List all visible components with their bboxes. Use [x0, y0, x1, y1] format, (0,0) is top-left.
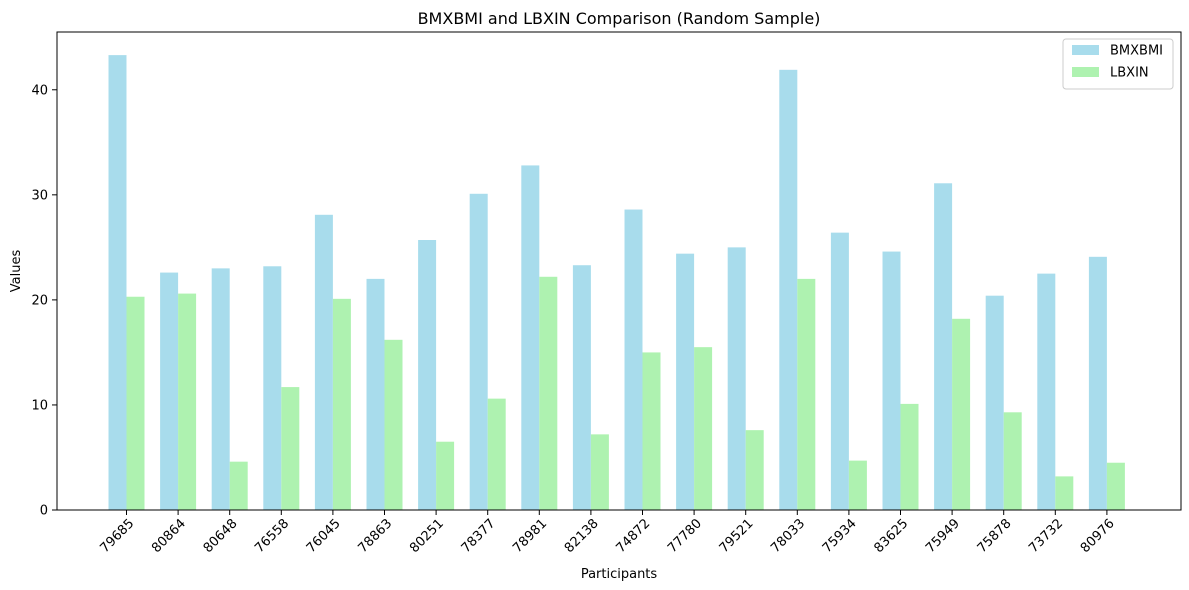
bar-bmxbmi-79521: [727, 247, 746, 510]
bar-bmxbmi-75949: [934, 183, 953, 510]
x-tick-label: 79521: [717, 516, 757, 556]
y-tick-label: 0: [40, 504, 48, 519]
x-tick-label: 78033: [768, 516, 808, 556]
bar-bmxbmi-77780: [676, 253, 695, 510]
y-tick-label: 10: [31, 398, 48, 413]
x-tick-label: 82138: [562, 516, 602, 556]
x-tick-label: 74872: [613, 516, 653, 556]
bar-bmxbmi-80976: [1088, 256, 1107, 510]
bar-lbxin-76558: [281, 387, 300, 510]
bar-bmxbmi-75934: [830, 232, 849, 510]
bar-lbxin-73732: [1055, 476, 1074, 510]
bar-bmxbmi-75878: [985, 295, 1004, 510]
x-tick-label: 80648: [201, 516, 241, 556]
chart-title: BMXBMI and LBXIN Comparison (Random Samp…: [418, 9, 821, 28]
bar-lbxin-75949: [952, 318, 971, 510]
legend-label-bmxbmi: BMXBMI: [1110, 44, 1163, 59]
bar-lbxin-80251: [436, 441, 455, 510]
x-tick-label: 75878: [975, 516, 1015, 556]
bar-bmxbmi-82138: [572, 265, 591, 510]
bar-bmxbmi-78863: [366, 278, 385, 510]
legend-swatch-lbxin: [1072, 67, 1099, 77]
bar-lbxin-79685: [126, 296, 145, 510]
legend-label-lbxin: LBXIN: [1110, 66, 1149, 81]
y-axis-label: Values: [9, 250, 24, 293]
legend-swatch-bmxbmi: [1072, 45, 1099, 55]
bar-lbxin-76045: [332, 298, 351, 510]
x-tick-label: 79685: [97, 516, 137, 556]
x-tick-label: 80251: [407, 516, 447, 556]
bar-lbxin-78033: [797, 278, 816, 510]
bar-bmxbmi-78377: [469, 193, 488, 511]
bar-bmxbmi-76558: [263, 266, 282, 510]
x-axis: 79685 80864 80648 76558 76045 78863 80251 78377…: [97, 510, 1118, 556]
bar-bmxbmi-80251: [418, 240, 437, 510]
x-tick-label: 78863: [355, 516, 395, 556]
x-tick-label: 76045: [304, 516, 344, 556]
bar-lbxin-77780: [694, 347, 713, 510]
bar-bmxbmi-83625: [882, 251, 901, 511]
y-tick-label: 20: [31, 293, 48, 308]
bar-lbxin-78863: [384, 339, 403, 510]
bar-bmxbmi-80864: [160, 272, 179, 510]
bar-lbxin-78377: [487, 398, 506, 510]
x-tick-label: 83625: [871, 516, 911, 556]
legend: BMXBMI LBXIN: [1062, 38, 1174, 90]
bar-bmxbmi-74872: [624, 209, 643, 511]
bar-lbxin-83625: [900, 403, 919, 510]
bar-lbxin-80648: [229, 461, 248, 510]
y-tick-label: 30: [31, 188, 48, 203]
x-tick-label: 73732: [1026, 516, 1066, 556]
x-tick-label: 76558: [252, 516, 292, 556]
bar-bmxbmi-80648: [211, 268, 230, 510]
x-tick-label: 75934: [820, 516, 860, 556]
plot-frame: [56, 31, 1182, 511]
bar-lbxin-74872: [642, 352, 661, 510]
x-tick-label: 78377: [459, 516, 499, 556]
x-tick-label: 77780: [665, 516, 705, 556]
bar-bmxbmi-78033: [779, 69, 798, 511]
bar-bmxbmi-78981: [521, 165, 540, 510]
bar-lbxin-75878: [1003, 412, 1022, 510]
bar-bmxbmi-76045: [314, 214, 333, 511]
bar-lbxin-79521: [745, 430, 764, 510]
x-axis-label: Participants: [581, 567, 658, 582]
bar-bmxbmi-79685: [108, 55, 127, 510]
x-tick-label: 80864: [149, 516, 189, 556]
bars-group: [108, 55, 1125, 511]
bar-bmxbmi-73732: [1037, 273, 1056, 510]
bar-lbxin-80976: [1106, 462, 1125, 510]
y-axis: 0 10 20 30 40: [31, 83, 57, 519]
bar-lbxin-80864: [178, 293, 197, 510]
bar-lbxin-78981: [539, 276, 558, 510]
y-tick-label: 40: [31, 83, 48, 98]
bar-lbxin-82138: [590, 434, 609, 510]
x-tick-label: 75949: [923, 516, 963, 556]
bar-lbxin-75934: [848, 460, 867, 510]
x-tick-label: 80976: [1078, 516, 1118, 556]
x-tick-label: 78981: [510, 516, 550, 556]
